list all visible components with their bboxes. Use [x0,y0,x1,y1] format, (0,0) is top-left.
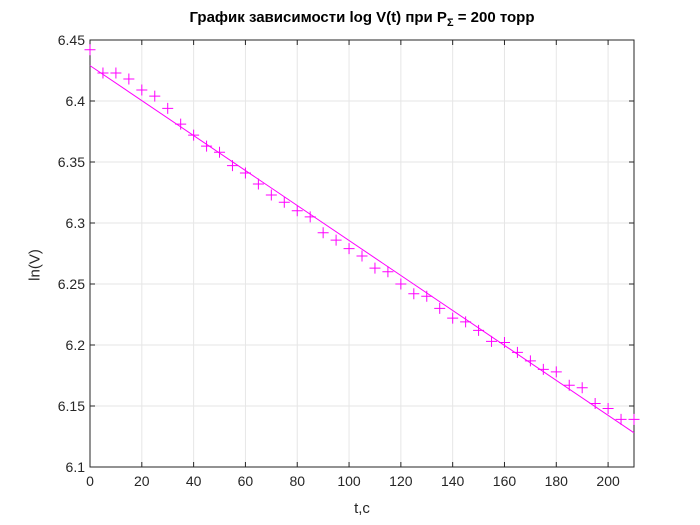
y-tick-label: 6.35 [58,154,85,170]
y-tick-label: 6.2 [66,337,86,353]
data-point [615,413,627,425]
data-point [486,335,498,347]
data-point [84,44,96,56]
x-tick-label: 80 [289,473,305,489]
data-point [110,67,122,79]
data-point [511,346,523,358]
data-point [330,234,342,246]
data-point [434,302,446,314]
x-tick-label: 0 [86,473,94,489]
data-point [395,278,407,290]
data-point [123,73,135,85]
y-tick-label: 6.4 [66,93,86,109]
data-point [602,402,614,414]
x-tick-label: 140 [441,473,465,489]
x-tick-label: 120 [389,473,413,489]
x-tick-label: 20 [134,473,150,489]
data-point [447,312,459,324]
y-tick-label: 6.45 [58,32,85,48]
data-point [291,205,303,217]
data-point [201,140,213,152]
chart-title-tail: = 200 торр [453,9,535,26]
data-point [214,146,226,158]
data-point [317,227,329,239]
chart-title: График зависимости log V(t) при PΣ = 200… [90,9,634,29]
data-point [149,90,161,102]
x-tick-label: 100 [337,473,361,489]
x-tick-label: 40 [186,473,202,489]
data-point [550,366,562,378]
data-point [382,266,394,278]
x-axis-label: t,c [354,500,370,517]
x-tick-label: 180 [545,473,569,489]
x-tick-label: 200 [596,473,620,489]
x-tick-label: 60 [238,473,254,489]
y-tick-label: 6.1 [66,459,86,475]
data-point [162,102,174,114]
y-tick-label: 6.15 [58,398,85,414]
data-point [356,250,368,262]
data-point [136,84,148,96]
data-point [369,262,381,274]
y-tick-label: 6.25 [58,276,85,292]
y-tick-label: 6.3 [66,215,86,231]
axes-box [89,39,635,468]
fit-line [89,65,635,434]
data-point [408,288,420,300]
data-point [576,382,588,394]
data-point [97,67,109,79]
data-point [628,413,640,425]
chart-title-subscript: Σ [446,17,454,29]
data-point [265,189,277,201]
data-point [252,178,264,190]
x-tick-label: 160 [493,473,517,489]
chart-title-main: График зависимости log V(t) при P [189,9,447,26]
data-point [343,243,355,255]
y-axis-label: ln(V) [26,249,44,281]
data-point [278,196,290,208]
